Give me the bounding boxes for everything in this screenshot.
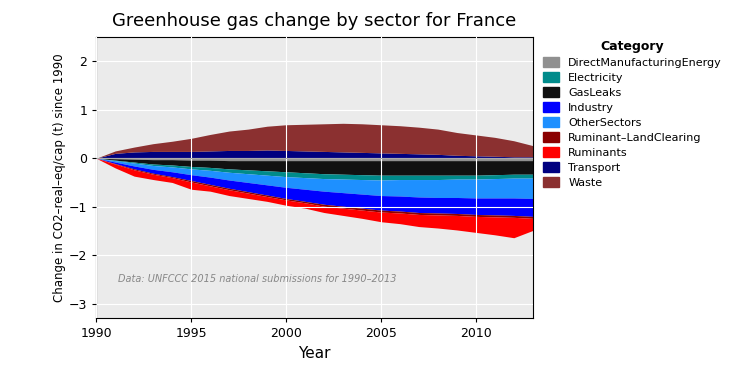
Title: Greenhouse gas change by sector for France: Greenhouse gas change by sector for Fran… [112,12,517,30]
Text: Data: UNFCCC 2015 national submissions for 1990–2013: Data: UNFCCC 2015 national submissions f… [118,274,397,284]
Y-axis label: Change in CO2–real–eq/cap (t) since 1990: Change in CO2–real–eq/cap (t) since 1990 [53,53,66,302]
Legend: DirectManufacturingEnergy, Electricity, GasLeaks, Industry, OtherSectors, Rumina: DirectManufacturingEnergy, Electricity, … [542,40,722,188]
X-axis label: Year: Year [298,346,331,361]
